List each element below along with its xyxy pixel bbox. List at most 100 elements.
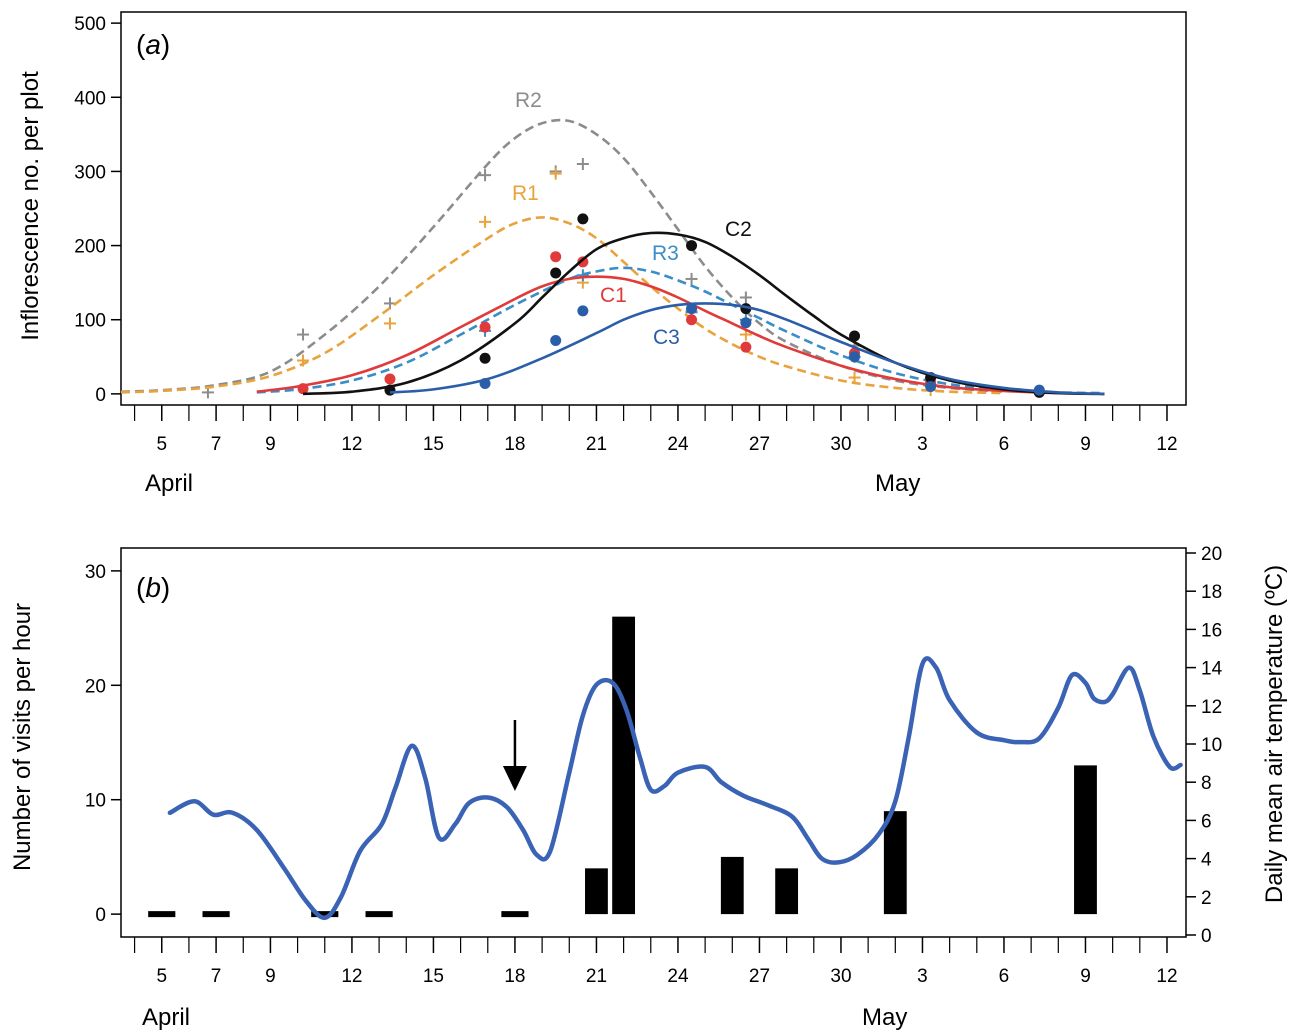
x-tick-label: 18	[504, 966, 525, 987]
panel-a-plot-frame	[120, 11, 1187, 406]
data-point-c3	[686, 303, 698, 315]
x-tick-label: 12	[341, 434, 362, 455]
data-point-c3	[740, 317, 752, 329]
y-tick-label: 30	[85, 562, 106, 583]
y-tick-label: 2	[1201, 888, 1212, 909]
data-point-c3	[577, 305, 589, 317]
x-tick-label: 27	[749, 966, 770, 987]
series-c3: C3	[389, 302, 1105, 396]
panel-b-y2-axis: 0 2 4 6 8 10 12 14 16 18 20	[1186, 544, 1223, 947]
zero-visit-marker	[365, 911, 393, 918]
y-tick-label: 500	[74, 14, 106, 35]
x-tick-label: 30	[830, 434, 851, 455]
y-tick-label: 4	[1201, 850, 1212, 871]
panel-a-label: (a)	[136, 29, 170, 60]
data-point-c1	[297, 383, 309, 395]
zero-visit-marker	[202, 911, 230, 918]
y-tick-label: 20	[1201, 544, 1222, 565]
x-tick-label: 9	[1080, 966, 1091, 987]
x-tick-label: 30	[830, 966, 851, 987]
y-tick-label: 14	[1201, 659, 1223, 680]
x-tick-label: 9	[1080, 434, 1091, 455]
panel-b-y-axis-title: Number of visits per hour	[9, 603, 36, 871]
panel-label-letter: a	[145, 29, 161, 60]
y-tick-label: 0	[1201, 926, 1212, 947]
y-tick-label: 100	[74, 311, 106, 332]
x-tick-label: 12	[1156, 434, 1177, 455]
data-point-r1	[297, 354, 310, 367]
data-point-c3	[1033, 384, 1045, 396]
y-tick-label: 8	[1201, 773, 1212, 794]
panel-label-paren-open: (	[136, 572, 146, 603]
series-label-c2: C2	[725, 218, 752, 241]
data-point-c2	[686, 240, 698, 252]
panel-b-month-may: May	[862, 1004, 907, 1031]
series-line-r1	[120, 216, 1005, 395]
series-line-c3	[389, 302, 1105, 396]
x-tick-label: 15	[423, 434, 444, 455]
zero-visit-marker	[311, 911, 339, 918]
panel-label-paren-close: )	[161, 572, 170, 603]
series-c2: C2	[302, 213, 1105, 398]
visit-bar	[1074, 765, 1097, 915]
series-line-r2	[120, 118, 1005, 393]
data-point-c2	[479, 352, 491, 364]
panel-b-month-april: April	[142, 1004, 190, 1031]
data-point-c1	[740, 341, 752, 353]
x-tick-label: 24	[667, 434, 689, 455]
series-line-r3	[256, 266, 1105, 395]
data-point-r2	[685, 272, 698, 285]
series-r3: R3	[256, 242, 1105, 395]
series-label-c1: C1	[600, 284, 627, 307]
data-point-c2	[577, 213, 589, 225]
x-tick-label: 9	[265, 434, 276, 455]
series-label-r2: R2	[515, 89, 542, 112]
panel-a-month-april: April	[145, 470, 193, 497]
panel-b-label: (b)	[136, 572, 170, 603]
panel-b-y2-axis-title: Daily mean air temperature (ºC)	[1261, 565, 1288, 903]
panel-b-bars-group	[148, 616, 1097, 918]
x-tick-label: 21	[586, 966, 607, 987]
x-tick-label: 5	[156, 966, 167, 987]
panel-b-y-axis: 0 10 20 30	[85, 562, 121, 926]
series-c1: C1	[256, 251, 1105, 398]
x-tick-label: 21	[586, 434, 607, 455]
series-line-c2	[302, 231, 1105, 396]
panel-a-x-axis: 5 7 9 12 15 18 21 24 27 30 3 6 9 12	[133, 405, 1178, 455]
x-tick-label: 5	[156, 434, 167, 455]
panel-a-y-axis: 0 100 200 300 400 500	[74, 14, 121, 406]
data-point-c1	[479, 321, 491, 333]
visit-bar	[585, 868, 608, 915]
series-label-r3: R3	[652, 242, 679, 265]
data-point-r2	[739, 291, 752, 304]
visit-bar	[775, 868, 799, 915]
visit-bar	[883, 811, 907, 915]
visit-bar	[720, 856, 744, 915]
data-point-c1	[384, 373, 396, 385]
x-tick-label: 15	[423, 966, 444, 987]
x-tick-label: 6	[999, 434, 1010, 455]
zero-visit-marker	[501, 911, 529, 918]
panel-b-plot-frame	[120, 547, 1187, 938]
x-tick-label: 7	[211, 434, 222, 455]
data-point-c2	[384, 384, 396, 396]
data-point-c3	[479, 377, 491, 389]
y-tick-label: 0	[95, 905, 106, 926]
data-point-c1	[577, 256, 589, 268]
x-tick-label: 12	[1156, 966, 1177, 987]
data-point-r2	[297, 328, 310, 341]
y-tick-label: 10	[1201, 735, 1222, 756]
panel-label-paren-close: )	[161, 29, 170, 60]
y-tick-label: 10	[85, 791, 106, 812]
y-tick-label: 6	[1201, 811, 1212, 832]
series-r2: R2	[120, 89, 1005, 399]
data-point-c2	[849, 330, 861, 342]
x-tick-label: 12	[341, 966, 362, 987]
panel-label-paren-open: (	[136, 29, 146, 60]
visit-bar	[612, 616, 636, 915]
y-tick-label: 200	[74, 237, 106, 258]
data-point-c2	[550, 267, 562, 279]
panel-a-y-axis-title: Inflorescence no. per plot	[17, 71, 44, 341]
panel-a-inflorescence-chart: (a) 0 100 200 300 400 500 5 7 9 12 15 18 21 24 27 30 3 6…	[17, 11, 1187, 497]
